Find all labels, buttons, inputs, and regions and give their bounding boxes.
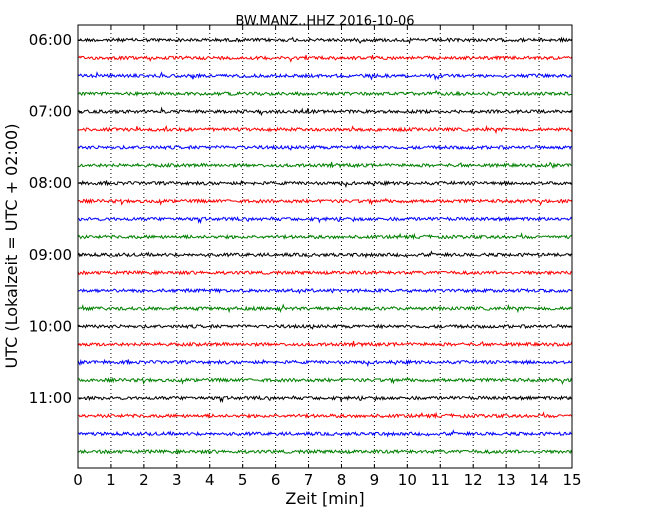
x-tick-label-2: 2: [139, 471, 149, 489]
y-tick-labels: 06:00 07:00 08:00 09:00 10:00 11:00: [29, 31, 72, 407]
y-tick-label-07:00: 07:00: [29, 103, 72, 121]
trace-08:30: [77, 215, 573, 225]
trace-09:30: [77, 287, 573, 295]
trace-10:15: [77, 340, 573, 348]
trace-09:45: [77, 303, 573, 314]
trace-11:30: [77, 429, 573, 438]
x-axis-label: Zeit [min]: [285, 489, 364, 508]
y-tick-label-11:00: 11:00: [29, 389, 72, 407]
x-tick-label-13: 13: [497, 471, 516, 489]
x-tick-label-14: 14: [530, 471, 549, 489]
trace-07:15: [77, 124, 573, 135]
x-tick-label-12: 12: [464, 471, 483, 489]
x-tick-labels: 0 1 2 3 4 5 6 7 8 9 10 11 12 13 14 15: [73, 471, 581, 489]
y-axis-label: UTC (Lokalzeit = UTC + 02:00): [2, 124, 21, 369]
axis-ticks: [77, 25, 573, 468]
trace-11:15: [77, 411, 573, 420]
trace-10:00: [77, 323, 573, 330]
x-tick-label-1: 1: [106, 471, 116, 489]
grid-lines: [110, 25, 540, 468]
traces: [77, 36, 573, 455]
trace-11:45: [77, 448, 573, 455]
x-tick-label-3: 3: [172, 471, 182, 489]
y-tick-label-06:00: 06:00: [29, 31, 72, 49]
trace-06:30: [77, 71, 573, 81]
trace-06:45: [77, 89, 573, 97]
trace-06:15: [77, 54, 573, 63]
y-tick-label-08:00: 08:00: [29, 174, 72, 192]
chart-title: BW.MANZ..HHZ 2016-10-06: [235, 14, 414, 29]
trace-08:45: [77, 232, 573, 241]
trace-08:00: [77, 179, 573, 189]
trace-10:45: [77, 376, 573, 385]
x-tick-label-0: 0: [73, 471, 83, 489]
x-tick-label-10: 10: [398, 471, 417, 489]
y-tick-label-10:00: 10:00: [29, 317, 72, 335]
trace-08:15: [77, 197, 573, 207]
x-tick-label-9: 9: [370, 471, 380, 489]
x-tick-label-6: 6: [271, 471, 281, 489]
trace-07:45: [77, 161, 573, 169]
x-tick-label-4: 4: [205, 471, 215, 489]
x-tick-label-15: 15: [562, 471, 581, 489]
trace-11:00: [78, 394, 573, 404]
x-tick-label-8: 8: [337, 471, 347, 489]
trace-06:00: [77, 36, 573, 45]
trace-07:30: [77, 144, 572, 151]
plot-frame: [77, 24, 573, 469]
trace-07:00: [77, 106, 573, 117]
trace-09:15: [77, 269, 573, 276]
x-tick-label-5: 5: [238, 471, 248, 489]
trace-09:00: [77, 250, 573, 259]
y-tick-label-09:00: 09:00: [29, 246, 72, 264]
x-tick-label-7: 7: [304, 471, 314, 489]
trace-10:30: [77, 358, 573, 368]
x-tick-label-11: 11: [431, 471, 450, 489]
